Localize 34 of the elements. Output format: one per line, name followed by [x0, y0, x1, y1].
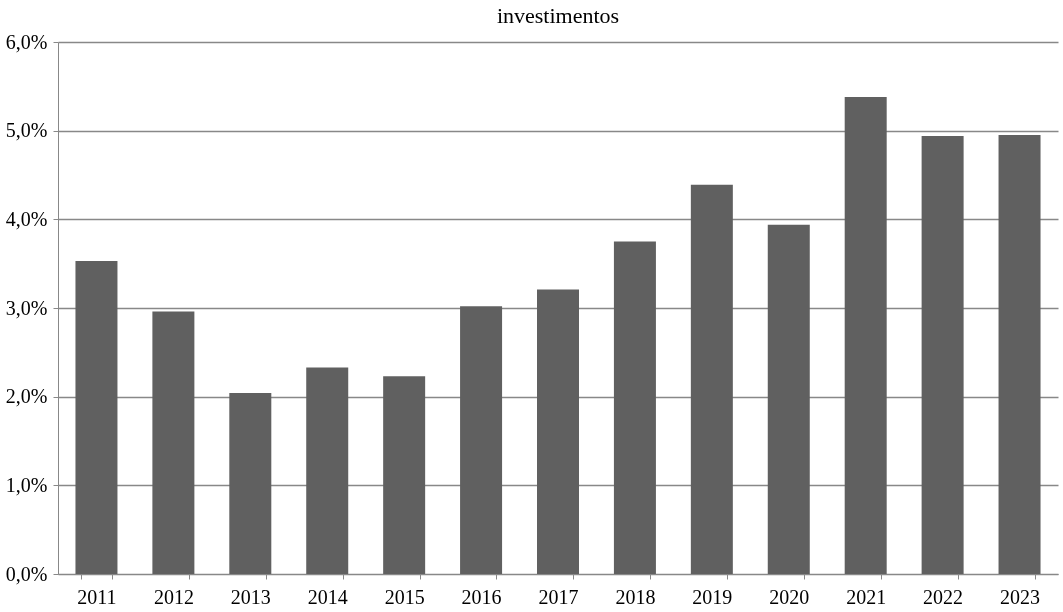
y-tick-label: 3,0%: [5, 296, 48, 319]
bar: [844, 96, 887, 574]
bar: [613, 241, 656, 574]
x-tick-label: 2022: [923, 585, 964, 608]
x-tick-label: 2014: [307, 585, 348, 608]
bar: [152, 311, 195, 574]
x-tick-label: 2012: [153, 585, 194, 608]
bar: [460, 306, 503, 574]
x-tick-label: 2015: [384, 585, 425, 608]
y-tick-label: 1,0%: [5, 473, 48, 496]
bar: [998, 135, 1041, 574]
y-tick-label: 2,0%: [5, 385, 48, 408]
bar: [383, 376, 426, 574]
bar: [767, 224, 810, 574]
y-tick-label: 4,0%: [5, 207, 48, 230]
x-tick-label: 2011: [77, 585, 117, 608]
x-tick-label: 2021: [846, 585, 887, 608]
y-tick-label: 6,0%: [5, 30, 48, 53]
bar: [921, 135, 964, 574]
x-tick-label: 2013: [230, 585, 271, 608]
x-tick-label: 2020: [769, 585, 810, 608]
x-tick-label: 2019: [692, 585, 733, 608]
chart-title: investimentos: [496, 3, 620, 28]
bar: [229, 393, 272, 574]
x-tick-label: 2017: [538, 585, 579, 608]
bar: [75, 261, 118, 574]
y-tick-label: 0,0%: [5, 562, 48, 585]
x-tick-label: 2018: [615, 585, 656, 608]
bar: [690, 184, 733, 574]
bar: [537, 289, 579, 574]
x-tick-label: 2023: [1000, 585, 1041, 608]
y-tick-label: 5,0%: [5, 119, 48, 142]
x-tick-label: 2016: [461, 585, 502, 608]
bar: [306, 367, 349, 574]
